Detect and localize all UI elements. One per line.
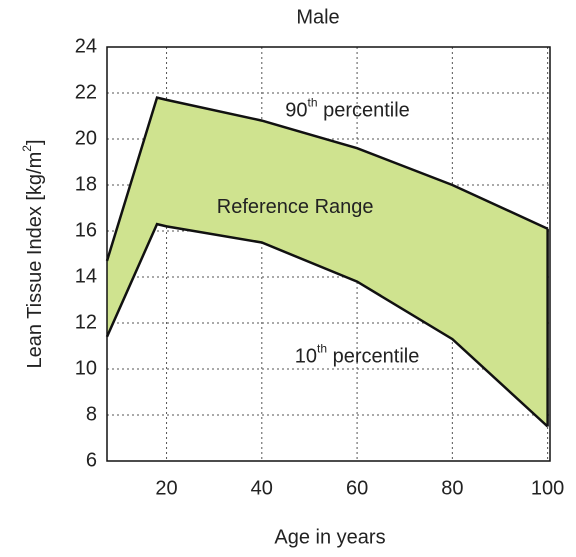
- annotation-rest: percentile: [327, 346, 419, 368]
- annotation: Reference Range: [217, 196, 374, 218]
- annotation-sup: th: [308, 96, 318, 110]
- annotation: 10th percentile: [295, 342, 420, 368]
- annotation-text: 90: [285, 100, 307, 122]
- annotation-sup: th: [317, 342, 327, 356]
- y-label-end: ]: [24, 139, 46, 145]
- y-tick-label: 6: [86, 449, 97, 471]
- y-tick-label: 18: [75, 173, 97, 195]
- x-tick-label: 40: [251, 477, 273, 499]
- y-label-text: Lean Tissue Index [kg/m: [24, 152, 46, 369]
- y-tick-label: 10: [75, 357, 97, 379]
- line: [105, 96, 549, 262]
- y-label-sup: 2: [20, 145, 34, 152]
- annotation-text: 10: [295, 346, 317, 368]
- annotation-rest: percentile: [318, 100, 410, 122]
- y-tick-label: 12: [75, 311, 97, 333]
- plot-frame: [106, 46, 551, 462]
- annotation: 90th percentile: [285, 96, 410, 122]
- y-tick-label: 8: [86, 403, 97, 425]
- x-tick-label: 20: [155, 477, 177, 499]
- y-tick-label: 24: [75, 35, 97, 57]
- x-axis-label: Age in years: [274, 526, 385, 548]
- y-axis-label: Lean Tissue Index [kg/m2]: [20, 139, 46, 368]
- y-tick-label: 22: [75, 81, 97, 103]
- annotation-text: Reference Range: [217, 196, 374, 218]
- x-tick-label: 80: [441, 477, 463, 499]
- y-tick-label: 20: [75, 127, 97, 149]
- x-tick-label: 60: [346, 477, 368, 499]
- x-tick-label: 100: [531, 477, 564, 499]
- chart-title: Male: [296, 6, 339, 28]
- line: [105, 222, 549, 428]
- y-tick-label: 14: [75, 265, 97, 287]
- y-tick-label: 16: [75, 219, 97, 241]
- band-fill: [107, 97, 548, 427]
